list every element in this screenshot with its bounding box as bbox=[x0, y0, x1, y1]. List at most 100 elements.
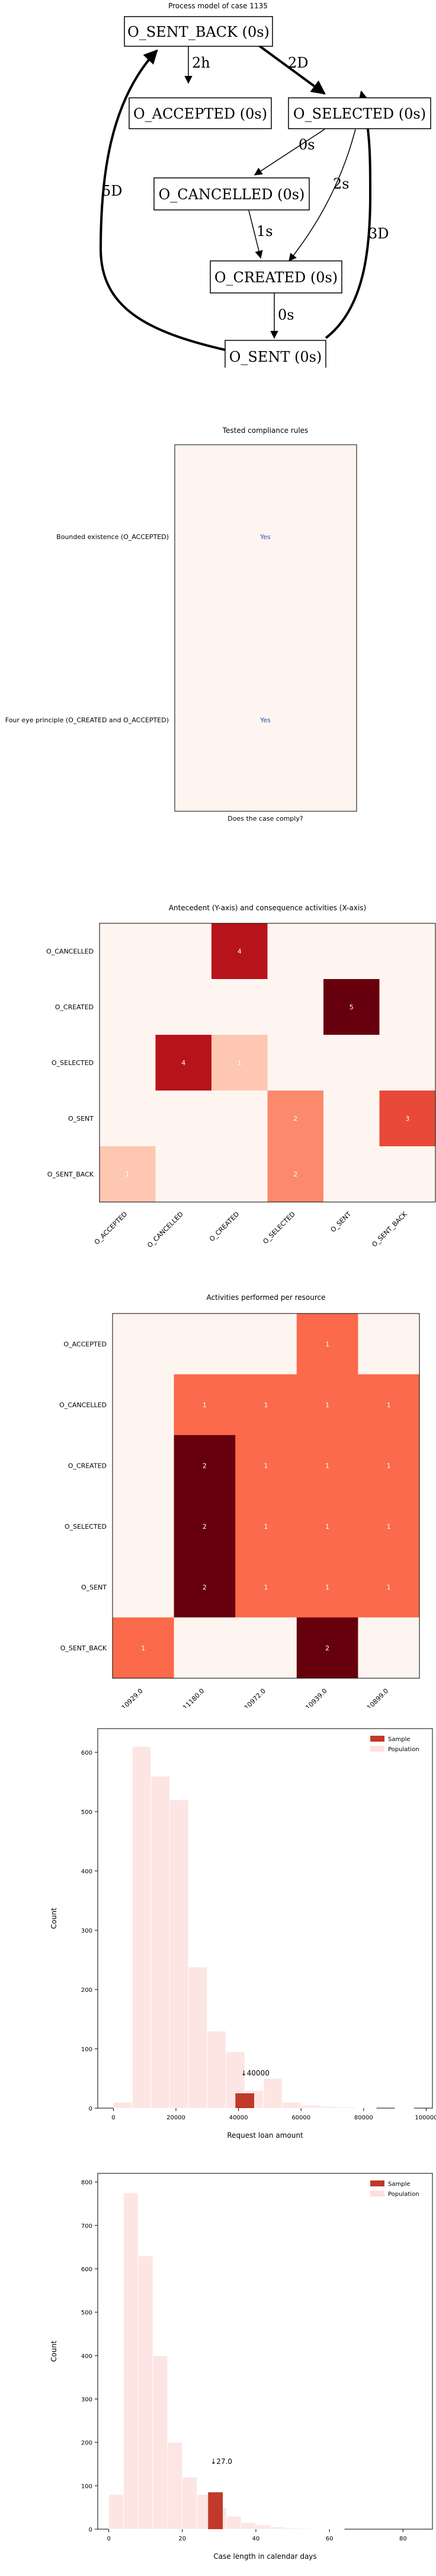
resource-heatmap-cell bbox=[113, 1557, 175, 1618]
antecedent-heatmap-cell bbox=[323, 979, 380, 1035]
resource-heatmap-cell bbox=[113, 1374, 175, 1436]
svg-text:O_SENT_BACK (0s): O_SENT_BACK (0s) bbox=[127, 24, 270, 40]
antecedent-heatmap-cell bbox=[155, 1035, 212, 1091]
resource-heatmap-cell-label: 1 bbox=[325, 1583, 329, 1591]
caselength-histogram-section: 0 20 40 60 80 0 100 200 300 400 500 600 700 800 Case l… bbox=[0, 2159, 436, 2574]
antecedent-heatmap-cell bbox=[379, 1091, 436, 1147]
antecedent-heatmap-x-tick-label: O_CREATED bbox=[208, 1210, 241, 1243]
antecedent-heatmap-title: Antecedent (Y-axis) and consequence acti… bbox=[169, 904, 366, 912]
resource-heatmap-cell-label: 2 bbox=[203, 1462, 207, 1469]
resource-heatmap-cell bbox=[113, 1496, 175, 1557]
compliance-rule-value: Yes bbox=[259, 533, 271, 541]
resource-heatmap-cell-label: 1 bbox=[264, 1401, 268, 1409]
antecedent-heatmap-cell bbox=[211, 923, 268, 980]
resource-heatmap-cell-label: 1 bbox=[264, 1462, 268, 1469]
antecedent-heatmap-cell bbox=[211, 1091, 268, 1147]
resource-heatmap-cell-label: 1 bbox=[387, 1523, 391, 1531]
caselength-histogram-y-tick-label: 100 bbox=[81, 2483, 92, 2490]
caselength-histogram-population-bar bbox=[108, 2494, 124, 2530]
caselength-histogram-population-bar bbox=[241, 2522, 257, 2530]
caselength-histogram-legend-swatch bbox=[370, 2191, 384, 2196]
antecedent-heatmap-cell bbox=[211, 979, 268, 1035]
resource-heatmap-cell bbox=[358, 1617, 420, 1679]
edge-label-2h: 2h bbox=[192, 55, 210, 71]
antecedent-heatmap-cell bbox=[267, 979, 324, 1035]
resource-heatmap-x-tick-label: 11180.0 bbox=[181, 1687, 206, 1708]
compliance-rule-row: Four eye principle (O_CREATED and O_ACCE… bbox=[5, 716, 271, 724]
antecedent-heatmap-y-tick-label: O_SENT bbox=[68, 1115, 94, 1123]
caselength-histogram-population-bar bbox=[270, 2526, 286, 2530]
resource-heatmap-cell bbox=[174, 1496, 236, 1557]
resource-heatmap-x-tick-label: 10939.0 bbox=[304, 1687, 328, 1708]
resource-heatmap-cell-label: 1 bbox=[325, 1340, 329, 1348]
caselength-histogram-y-tick-label: 400 bbox=[81, 2353, 92, 2360]
resource-heatmap-cell bbox=[174, 1617, 236, 1679]
loan-histogram-population-bar bbox=[300, 2105, 320, 2109]
antecedent-heatmap-cell bbox=[323, 923, 380, 980]
antecedent-heatmap-cell bbox=[100, 979, 156, 1035]
node-o-selected: O_SELECTED (0s) bbox=[288, 97, 431, 129]
edge-selected-created: 2s bbox=[288, 129, 356, 262]
node-o-sent: O_SENT (0s) bbox=[225, 340, 326, 373]
resource-heatmap-cell bbox=[358, 1313, 420, 1375]
edge-selected-cancelled: 0s bbox=[254, 129, 325, 176]
antecedent-heatmap-cell bbox=[323, 1146, 380, 1203]
loan-histogram-y-tick-label: 400 bbox=[81, 1869, 92, 1875]
resource-heatmap-y-tick-label: O_ACCEPTED bbox=[63, 1340, 107, 1348]
resource-heatmap-section: Activities performed per resource 1 1 1 1 1 2 1… bbox=[0, 1281, 436, 1711]
process-model-title: Process model of case 1135 bbox=[168, 2, 268, 10]
loan-histogram: 0 20000 40000 60000 80000 100000 0 100 200 300 400… bbox=[50, 1728, 436, 2140]
resource-heatmap-y-tick-label: O_CREATED bbox=[68, 1462, 107, 1469]
caselength-histogram-y-tick-label: 800 bbox=[81, 2180, 92, 2186]
antecedent-heatmap-cell bbox=[379, 1146, 436, 1203]
edge-sent-back-accepted: 2h bbox=[184, 46, 210, 84]
caselength-histogram-population-bar bbox=[152, 2355, 168, 2530]
resource-heatmap-cell bbox=[174, 1313, 236, 1375]
antecedent-heatmap-cell-label: 4 bbox=[181, 1059, 185, 1067]
resource-heatmap-cell bbox=[296, 1617, 358, 1679]
antecedent-heatmap-y-tick-label: O_CREATED bbox=[55, 1003, 94, 1011]
loan-histogram-population-bar bbox=[319, 2106, 339, 2109]
caselength-histogram-legend-swatch bbox=[370, 2180, 384, 2186]
compliance-xlabel: Does the case comply? bbox=[227, 815, 303, 822]
loan-histogram-ylabel: Count bbox=[50, 1908, 58, 1929]
resource-heatmap-cell bbox=[235, 1557, 297, 1618]
antecedent-heatmap-cell bbox=[100, 923, 156, 980]
caselength-histogram-y-tick-label: 300 bbox=[81, 2396, 92, 2403]
edge-label-0s-a: 0s bbox=[299, 136, 315, 153]
antecedent-heatmap-cell-label: 1 bbox=[238, 1059, 242, 1067]
caselength-histogram-ylabel: Count bbox=[50, 2341, 58, 2362]
loan-histogram-legend-label: Population bbox=[388, 1746, 419, 1753]
antecedent-heatmap-cell-label: 5 bbox=[350, 1003, 354, 1011]
caselength-histogram-legend-label: Population bbox=[388, 2191, 419, 2198]
resource-heatmap-cell bbox=[296, 1496, 358, 1557]
resource-heatmap-cell bbox=[296, 1435, 358, 1496]
edge-sent-sent-back: 5D bbox=[99, 49, 226, 351]
loan-histogram-legend-swatch bbox=[370, 1736, 384, 1742]
antecedent-heatmap-cell bbox=[100, 1091, 156, 1147]
antecedent-heatmap-cell bbox=[267, 1146, 324, 1203]
antecedent-heatmap-cell bbox=[100, 1146, 156, 1203]
antecedent-heatmap-cell bbox=[267, 923, 324, 980]
antecedent-heatmap-cell bbox=[211, 1035, 268, 1091]
resource-heatmap-x-tick-label: 10899.0 bbox=[366, 1687, 390, 1708]
caselength-histogram-population-bar bbox=[226, 2516, 242, 2530]
node-o-created: O_CREATED (0s) bbox=[210, 260, 342, 294]
caselength-histogram-y-tick-label: 700 bbox=[81, 2223, 92, 2230]
edge-label-2d: 2D bbox=[288, 55, 309, 71]
resource-heatmap-cell bbox=[113, 1313, 175, 1375]
antecedent-heatmap-cell bbox=[155, 923, 212, 980]
loan-histogram-x-tick-label: 40000 bbox=[229, 2115, 248, 2121]
caselength-histogram-x-tick-label: 60 bbox=[326, 2536, 334, 2542]
caselength-histogram-population-bar bbox=[182, 2476, 198, 2530]
caselength-histogram-y-tick-label: 200 bbox=[81, 2440, 92, 2447]
antecedent-heatmap-x-tick-label: O_ACCEPTED bbox=[93, 1210, 129, 1246]
loan-histogram-x-tick-label: 60000 bbox=[291, 2115, 310, 2121]
resource-heatmap-cell bbox=[358, 1557, 420, 1618]
edge-sent-back-selected: 2D bbox=[251, 39, 326, 95]
antecedent-heatmap-cell-label: 1 bbox=[126, 1171, 130, 1178]
antecedent-heatmap-cell bbox=[323, 1091, 380, 1147]
resource-heatmap-cell-label: 1 bbox=[387, 1583, 391, 1591]
resource-heatmap-cell-label: 2 bbox=[203, 1583, 207, 1591]
process-model-section: Process model of case 1135 2h 2D 0s 2s 1… bbox=[0, 0, 436, 373]
